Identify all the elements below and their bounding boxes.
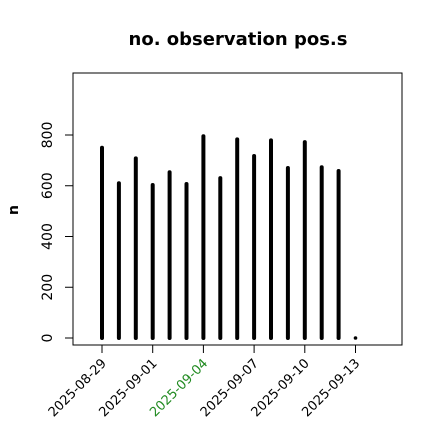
zero-point (336, 336, 341, 340)
zero-point (353, 336, 358, 340)
bars-group (100, 134, 358, 340)
y-axis-label: n (6, 205, 22, 215)
y-tick-label: 0 (40, 334, 56, 343)
y-tick-label: 400 (40, 223, 56, 250)
y-tick-label: 200 (40, 274, 56, 301)
y-tick-label: 600 (40, 172, 56, 199)
chart-title: no. observation pos.s (129, 29, 348, 50)
x-axis: 2025-08-292025-09-012025-09-042025-09-07… (46, 344, 363, 420)
y-axis: 0 200 400 600 800 (40, 122, 74, 343)
y-tick-label: 800 (40, 122, 56, 149)
